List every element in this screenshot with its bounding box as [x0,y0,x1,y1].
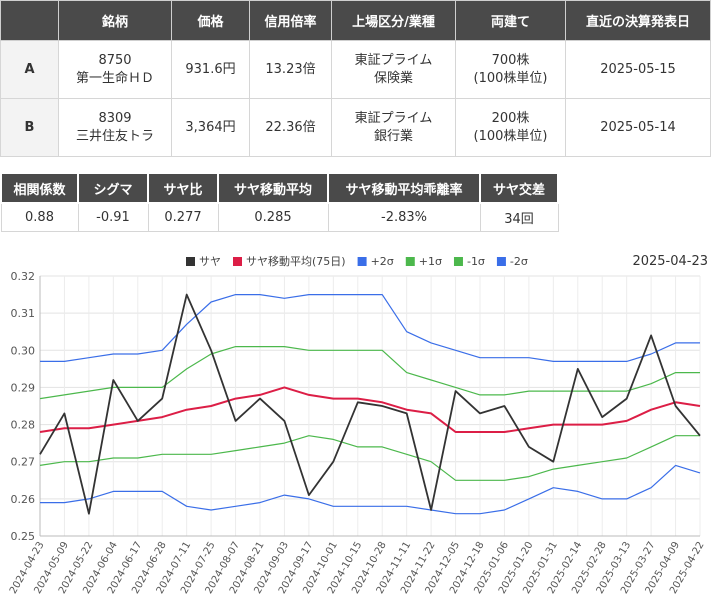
hedge-unit: (100株単位) [473,70,548,86]
margin-ratio-cell: 22.36倍 [249,98,332,157]
legend-label: +1σ [419,255,442,268]
legend-label: +2σ [371,255,394,268]
earnings-date-cell: 2025-05-15 [565,40,711,99]
market-name: 東証プライム [354,52,433,68]
header-stock: 銘柄 [58,0,172,41]
y-tick-label: 0.28 [11,419,36,432]
stat-ma: 0.285 [217,202,329,232]
stat-crossings: 34回 [479,202,559,232]
header-earnings-date: 直近の決算発表日 [565,0,711,41]
stats-value-row: 0.88 -0.91 0.277 0.285 -2.83% 34回 [0,202,559,232]
legend-swatch [496,257,506,266]
stat-sigma: -0.91 [77,202,149,232]
chart-grid [39,275,701,537]
series-line [39,386,701,433]
y-tick-label: 0.32 [11,270,36,283]
stat-header-ma: サヤ移動平均 [217,172,329,204]
stock-cell[interactable]: 8750 第一生命ＨＤ [58,40,172,99]
header-hedge: 両建て [455,0,566,41]
header-price: 価格 [171,0,250,41]
header-market: 上場区分/業種 [331,0,456,41]
legend-label: -1σ [467,255,485,268]
spread-stats-table: 相関係数 シグマ サヤ比 サヤ移動平均 サヤ移動平均乖離率 サヤ交差 0.88 … [0,172,559,232]
header-margin-ratio: 信用倍率 [249,0,332,41]
legend-label: サヤ [199,255,221,268]
legend-swatch [405,257,415,266]
price-cell: 931.6円 [171,40,250,99]
stat-ratio: 0.277 [147,202,219,232]
stats-header-row: 相関係数 シグマ サヤ比 サヤ移動平均 サヤ移動平均乖離率 サヤ交差 [0,172,559,204]
price-cell: 3,364円 [171,98,250,157]
legend-swatch [453,257,463,266]
stat-correlation: 0.88 [0,202,79,232]
stock-cell[interactable]: 8309 三井住友トラ [58,98,172,157]
stock-pair-table: 銘柄 価格 信用倍率 上場区分/業種 両建て 直近の決算発表日 A 8750 第… [0,0,711,157]
market-cell: 東証プライム 保険業 [331,40,456,99]
stock-row-a: A 8750 第一生命ＨＤ 931.6円 13.23倍 東証プライム 保険業 7… [0,40,711,99]
hedge-qty: 700株 [491,52,530,68]
row-label: A [0,40,59,99]
legend-swatch [233,257,242,266]
stat-header-correlation: 相関係数 [0,172,79,204]
legend-label: サヤ移動平均(75日) [246,254,346,268]
sector-name: 銀行業 [373,128,413,144]
y-tick-label: 0.26 [11,493,36,506]
stat-header-sigma: シグマ [77,172,149,204]
earnings-date-cell: 2025-05-14 [565,98,711,157]
y-tick-label: 0.30 [11,344,36,357]
y-tick-label: 0.31 [11,307,36,320]
stock-table-header: 銘柄 価格 信用倍率 上場区分/業種 両建て 直近の決算発表日 [0,0,711,41]
legend-swatch [357,257,367,266]
market-name: 東証プライム [354,110,433,126]
chart-legend: サヤ サヤ移動平均(75日) +2σ +1σ -1σ -2σ [186,254,528,268]
series-line [39,435,700,481]
header-corner [0,0,59,41]
spread-chart: サヤ サヤ移動平均(75日) +2σ +1σ -1σ -2σ 2025-04-23 0.2… [8,254,708,596]
legend-swatch [186,257,195,266]
series-line [40,293,700,363]
stock-code: 8750 [98,52,132,68]
y-axis: 0.25 0.26 0.27 0.28 0.29 0.30 0.31 0.32 [11,270,36,543]
hedge-qty: 200株 [491,110,530,126]
margin-ratio-cell: 13.23倍 [249,40,332,99]
stock-name: 第一生命ＨＤ [75,70,154,86]
series-line [39,293,701,515]
stat-header-ratio: サヤ比 [147,172,219,204]
x-axis: 2024-04-232024-05-092024-05-222024-06-04… [8,540,707,596]
y-tick-label: 0.29 [11,381,36,394]
series-line [40,464,701,515]
row-label: B [0,98,59,157]
stat-ma-deviation: -2.83% [327,202,481,232]
stat-header-crossings: サヤ交差 [479,172,559,204]
market-cell: 東証プライム 銀行業 [331,98,456,157]
stat-header-ma-deviation: サヤ移動平均乖離率 [327,172,481,204]
stock-row-b: B 8309 三井住友トラ 3,364円 22.36倍 東証プライム 銀行業 2… [0,98,711,157]
y-tick-label: 0.27 [11,456,36,469]
chart-date-label: 2025-04-23 [632,254,708,269]
legend-label: -2σ [510,255,528,268]
hedge-cell: 700株 (100株単位) [455,40,566,99]
stock-code: 8309 [98,110,132,126]
plot-area [39,293,701,515]
stock-name: 三井住友トラ [75,128,154,144]
sector-name: 保険業 [373,70,413,86]
hedge-unit: (100株単位) [473,128,548,144]
y-tick-label: 0.25 [11,530,36,543]
hedge-cell: 200株 (100株単位) [455,98,566,157]
